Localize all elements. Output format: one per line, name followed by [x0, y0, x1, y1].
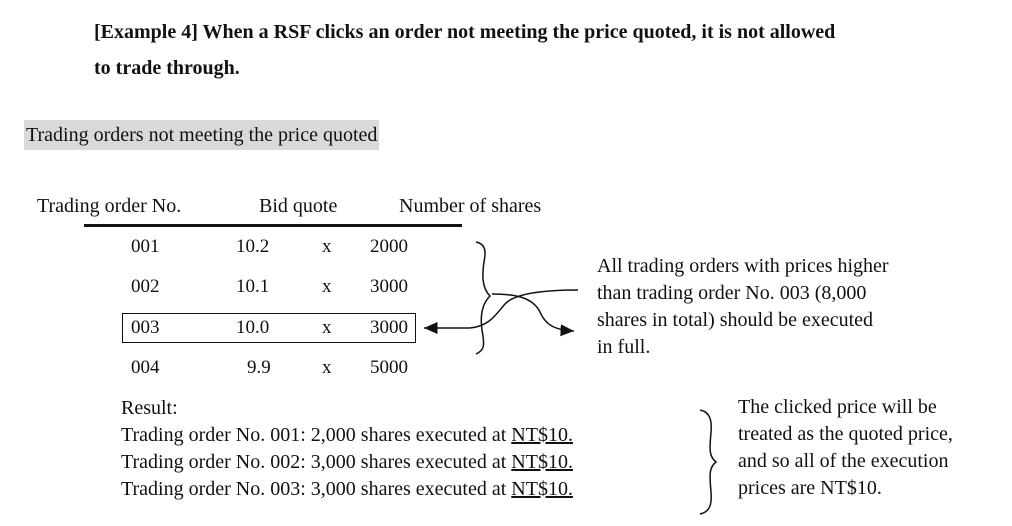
result-line-001-price: NT$10.	[511, 424, 573, 446]
row-2-shares: 3000	[370, 276, 408, 297]
result-line-002-price: NT$10.	[511, 451, 573, 473]
result-line-002-text: Trading order No. 002: 3,000 shares exec…	[121, 451, 512, 473]
example-heading-line2: to trade through.	[94, 57, 240, 79]
result-line-002: Trading order No. 002: 3,000 shares exec…	[121, 449, 573, 476]
example-heading: [Example 4] When a RSF clicks an order n…	[94, 14, 835, 86]
row-2-bid: 10.1	[236, 276, 270, 297]
result-line-001-text: Trading order No. 001: 2,000 shares exec…	[121, 424, 512, 446]
result-line-003-text: Trading order No. 003: 3,000 shares exec…	[121, 478, 512, 500]
note2-line1: The clicked price will be	[738, 396, 937, 418]
row-1-x: x	[322, 236, 332, 257]
note1-line2: than trading order No. 003 (8,000	[597, 282, 867, 304]
result-line-001: Trading order No. 001: 2,000 shares exec…	[121, 422, 573, 449]
row-3-bid: 10.0	[236, 317, 270, 338]
row-4-bid: 9.9	[247, 357, 271, 378]
row-3-shares: 3000	[370, 317, 408, 338]
arrow-to-row3-icon	[424, 289, 579, 334]
result-label: Result:	[121, 397, 178, 419]
row-4-shares: 5000	[370, 357, 408, 378]
brace-icon	[475, 241, 492, 355]
note2-line3: and so all of the execution	[738, 450, 949, 472]
note1-line4: in full.	[597, 336, 651, 358]
row-1-bid: 10.2	[236, 236, 270, 257]
result-line-003: Trading order No. 003: 3,000 shares exec…	[121, 476, 573, 503]
result-block: Result: Trading order No. 001: 2,000 sha…	[121, 395, 573, 503]
header-bid-quote: Bid quote	[259, 195, 338, 217]
note1-line3: shares in total) should be executed	[597, 309, 874, 331]
row-3-order-no: 003	[131, 317, 160, 338]
row-2-x: x	[322, 276, 332, 297]
header-order-no: Trading order No.	[37, 195, 182, 217]
example-heading-line1: [Example 4] When a RSF clicks an order n…	[94, 21, 836, 43]
row-1-shares: 2000	[370, 236, 408, 257]
section-subheading: Trading orders not meeting the price quo…	[24, 120, 380, 150]
result-brace-icon	[699, 409, 718, 515]
note2-line2: treated as the quoted price,	[738, 423, 953, 445]
row-3-x: x	[322, 317, 332, 338]
arrow-to-note-icon	[491, 293, 575, 337]
row-4-order-no: 004	[131, 357, 160, 378]
header-rule	[84, 224, 462, 227]
note1-line1: All trading orders with prices higher	[597, 255, 889, 277]
result-line-003-price: NT$10.	[511, 478, 573, 500]
header-number-of-shares: Number of shares	[399, 195, 542, 217]
note2-line4: prices are NT$10.	[738, 477, 882, 499]
highlighted-row-box	[122, 313, 416, 343]
note-clicked-price: The clicked price will be treated as the…	[738, 394, 953, 502]
row-1-order-no: 001	[131, 236, 160, 257]
note-higher-prices: All trading orders with prices higher th…	[597, 253, 889, 361]
row-2-order-no: 002	[131, 276, 160, 297]
row-4-x: x	[322, 357, 332, 378]
